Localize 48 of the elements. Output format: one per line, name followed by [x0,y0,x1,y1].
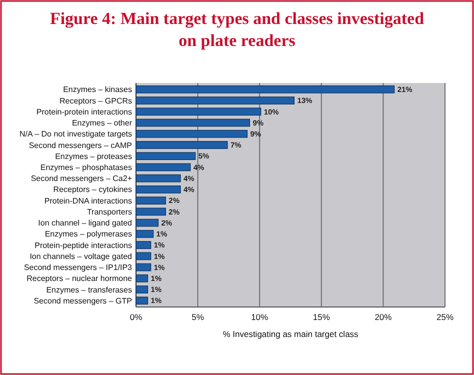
chart-title: Figure 4: Main target types and classes investigated on plate readers [50,9,425,50]
y-tick-label: Receptors – cytokines [53,185,132,194]
bar [136,152,196,160]
x-tick-label: 5% [192,312,204,322]
y-tick-label: Second messengers – IP1/IP3 [24,263,133,272]
y-tick-label: Ion channels – voltage gated [30,252,132,261]
bar [136,85,395,94]
bar [136,286,148,294]
bar [136,141,228,149]
y-tick-label: Enzymes – phosphatases [40,163,132,172]
bar [136,130,248,138]
bar [136,163,191,172]
bar [136,263,152,272]
bar [136,241,152,249]
x-tick-label: 20% [374,312,392,322]
y-tick-label: Second messengers – Ca2+ [30,174,132,184]
x-tick-label: 10% [251,312,269,322]
y-tick-label: Second messengers – cAMP [28,140,132,150]
y-tick-label: Enzymes – kinases [63,85,132,94]
bar [136,108,262,116]
y-tick-label: N/A – Do not investigate targets [19,130,132,139]
y-tick-label: Ion channel – ligand gated [38,218,132,228]
y-tick-label: Receptors – nuclear hormone [26,274,133,284]
bar [136,296,148,305]
bar [136,186,181,194]
y-tick-label: Protein-peptide interactions [34,240,132,250]
bar [136,196,166,204]
y-tick-label: Enzymes – transferases [46,285,132,294]
x-axis-title: % Investigating as main target class [222,329,358,339]
y-tick-label: Enzymes – polymerases [44,230,132,239]
bar [136,174,181,182]
y-tick-label: Second messengers – GTP [34,296,132,306]
bar [136,274,148,282]
x-tick-label: 25% [436,312,454,322]
y-tick-label: Enzymes – other [72,118,132,128]
x-tick-label: 15% [312,312,330,322]
y-tick-label: Enzymes – proteases [55,152,132,161]
bar [136,218,159,227]
y-tick-label: Transporters [86,207,132,216]
y-tick-label: Receptors – GPCRs [60,96,132,106]
y-tick-label: Protein-protein interactions [36,107,132,116]
y-tick-label: Protein-DNA interactions [44,196,132,206]
x-tick-label: 0% [130,312,143,322]
bar [136,208,166,216]
bar [136,96,295,104]
bar [136,118,250,127]
bar [136,230,154,238]
bar [136,252,152,260]
